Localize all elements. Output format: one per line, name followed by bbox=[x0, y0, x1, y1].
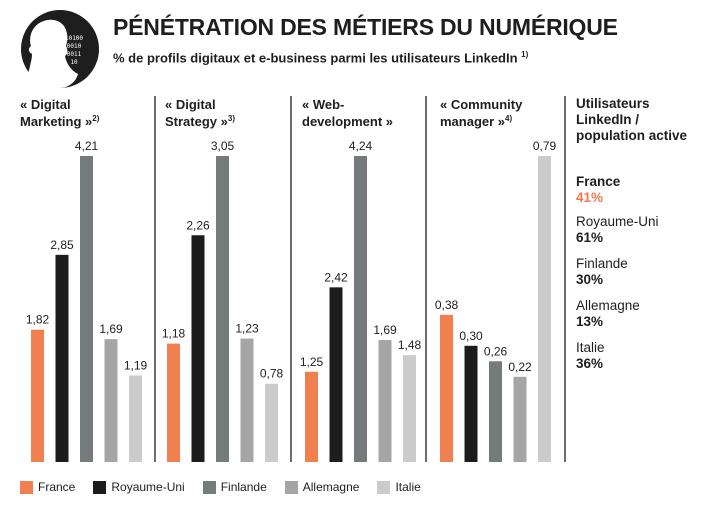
group-title-line: Marketing »2) bbox=[20, 114, 100, 129]
bar-royaume-uni bbox=[464, 345, 478, 462]
logo-binary-line: 10 bbox=[70, 59, 78, 66]
panel-country: France bbox=[576, 174, 621, 189]
panel-value: 61% bbox=[576, 230, 604, 245]
data-label: 1,69 bbox=[373, 323, 397, 337]
legend-item: Allemagne bbox=[284, 480, 360, 494]
panel-entry: Royaume-Uni 61% bbox=[576, 214, 659, 246]
bar-royaume-uni bbox=[55, 254, 69, 462]
group-title-line: « Digital bbox=[165, 97, 216, 112]
group-title-line: « Web- bbox=[302, 97, 344, 112]
data-label: 4,24 bbox=[349, 139, 373, 153]
legend-label: Italie bbox=[395, 480, 421, 494]
data-label: 1,19 bbox=[124, 359, 148, 373]
legend-swatch bbox=[284, 480, 298, 494]
logo-head-silhouette bbox=[26, 19, 78, 88]
data-label: 1,82 bbox=[26, 313, 50, 327]
panel-country: Finlande bbox=[576, 256, 628, 271]
panel-entry: Italie 36% bbox=[576, 340, 605, 372]
data-label: 3,05 bbox=[211, 139, 235, 153]
group-title-line: Strategy »3) bbox=[165, 114, 235, 129]
bar-italie bbox=[538, 156, 551, 462]
group-title-line: manager »4) bbox=[440, 114, 512, 129]
bar-france bbox=[167, 343, 180, 462]
panel-value: 13% bbox=[576, 314, 604, 329]
panel-value: 41% bbox=[576, 190, 604, 205]
group-title-footnote: 4) bbox=[505, 114, 512, 123]
legend-item: Royaume-Uni bbox=[93, 480, 185, 494]
bar-italie bbox=[403, 355, 416, 462]
data-label: 0,79 bbox=[533, 139, 557, 153]
bar-allemagne bbox=[104, 339, 118, 462]
subtitle-footnote: 1) bbox=[521, 50, 529, 59]
legend-label: Finlande bbox=[220, 480, 267, 494]
group-title-footnote: 2) bbox=[92, 114, 99, 123]
bar-royaume-uni bbox=[329, 287, 343, 462]
logo-binary-line: 0010 bbox=[67, 43, 82, 50]
legend: France Royaume-Uni Finlande Allemagne Italie bbox=[20, 480, 421, 494]
subtitle-text: % de profils digitaux et e-business parm… bbox=[113, 50, 518, 66]
legend-swatch bbox=[20, 480, 33, 494]
panel-header-line: population active bbox=[576, 128, 688, 143]
bar-france bbox=[31, 329, 44, 462]
data-label: 0,22 bbox=[508, 360, 532, 374]
legend-item: France bbox=[20, 480, 75, 494]
data-label: 4,21 bbox=[75, 139, 99, 153]
panel-entry: France 41% bbox=[576, 174, 620, 206]
data-label: 2,85 bbox=[50, 238, 74, 252]
legend-item: Italie bbox=[377, 480, 421, 494]
legend-swatch bbox=[377, 480, 391, 494]
data-label: 1,25 bbox=[300, 355, 324, 369]
bar-france bbox=[440, 314, 453, 462]
linkedin-users-panel: Utilisateurs LinkedIn / population active … bbox=[576, 96, 701, 371]
data-label: 0,26 bbox=[484, 344, 508, 358]
legend-item: Finlande bbox=[202, 480, 267, 494]
bar-allemagne bbox=[378, 340, 392, 462]
silhouette-logo-icon: 10100 0010 0011 10 bbox=[21, 10, 99, 88]
logo-binary-line: 0011 bbox=[67, 51, 82, 58]
data-label: 2,42 bbox=[324, 270, 348, 284]
panel-header: Utilisateurs LinkedIn / population active bbox=[576, 96, 701, 144]
panel-value: 30% bbox=[576, 272, 604, 287]
chart-subtitle: % de profils digitaux et e-business parm… bbox=[113, 50, 528, 65]
group-title-footnote: 3) bbox=[228, 114, 235, 123]
panel-country: Royaume-Uni bbox=[576, 214, 659, 229]
bar-finlande bbox=[354, 156, 367, 462]
logo-binary-line: 10100 bbox=[65, 35, 83, 42]
panel-country: Allemagne bbox=[576, 298, 640, 313]
bar-finlande bbox=[216, 156, 229, 462]
data-label: 0,78 bbox=[260, 367, 284, 381]
data-label: 1,69 bbox=[99, 322, 123, 336]
bar-allemagne bbox=[240, 338, 254, 462]
bar-italie bbox=[265, 383, 278, 462]
legend-label: Royaume-Uni bbox=[111, 480, 185, 494]
panel-header-line: LinkedIn / bbox=[576, 112, 640, 127]
bar-royaume-uni bbox=[191, 235, 205, 462]
group-title-line: development » bbox=[302, 114, 393, 129]
legend-label: France bbox=[38, 480, 76, 494]
data-label: 2,26 bbox=[186, 218, 210, 232]
data-label: 1,18 bbox=[162, 327, 186, 341]
data-label: 0,38 bbox=[435, 298, 459, 312]
data-label: 0,30 bbox=[459, 329, 483, 343]
bar-italie bbox=[129, 375, 142, 462]
legend-swatch bbox=[93, 480, 107, 494]
panel-value: 36% bbox=[576, 356, 604, 371]
bar-finlande bbox=[489, 361, 502, 462]
group-title-line: « Digital bbox=[20, 97, 71, 112]
panel-entry: Finlande 30% bbox=[576, 256, 628, 288]
bar-finlande bbox=[80, 156, 93, 462]
chart-title: PÉNÉTRATION DES MÉTIERS DU NUMÉRIQUE bbox=[113, 14, 618, 40]
panel-header-line: Utilisateurs bbox=[576, 96, 650, 111]
legend-label: Allemagne bbox=[302, 480, 360, 494]
bar-allemagne bbox=[513, 376, 527, 462]
bar-france bbox=[305, 371, 318, 462]
data-label: 1,48 bbox=[398, 338, 422, 352]
group-title-line: « Community bbox=[440, 97, 523, 112]
panel-country: Italie bbox=[576, 340, 605, 355]
legend-swatch bbox=[202, 480, 216, 494]
data-label: 1,23 bbox=[235, 322, 259, 336]
panel-entry: Allemagne 13% bbox=[576, 298, 640, 330]
